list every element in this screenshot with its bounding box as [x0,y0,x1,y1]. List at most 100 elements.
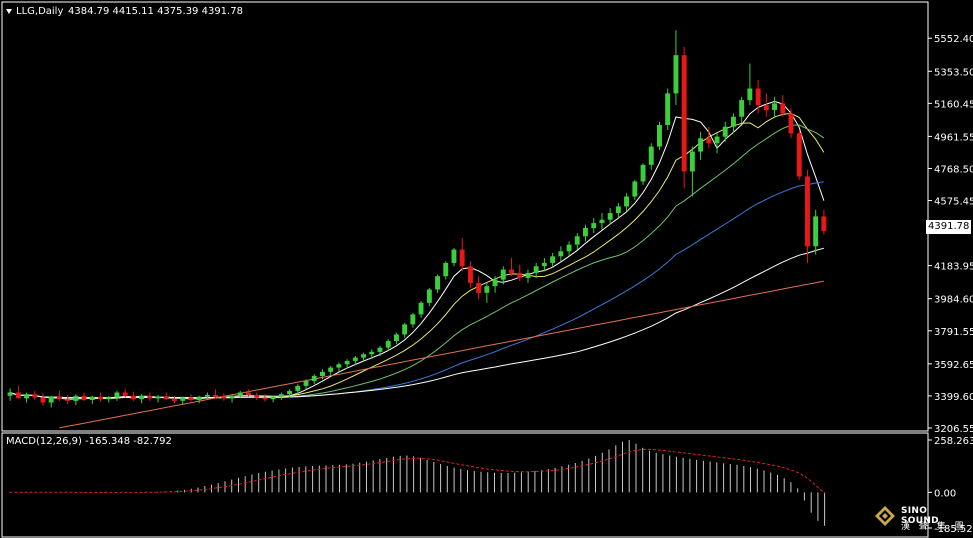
candle [657,121,662,150]
candle [48,395,54,408]
candle [147,392,153,401]
macd-panel-frame [1,432,929,538]
candle [385,339,391,351]
candle [278,392,284,401]
candle [722,121,728,142]
brand-name: SINO SOUND [901,506,939,526]
candle [714,133,720,154]
macd-signal-line [9,448,825,494]
macd-label: MACD(12,26,9) -165.348 -82.792 [6,436,172,447]
price-tick-label: 4768.50 [934,164,973,175]
candle [550,252,556,268]
candle [163,392,169,401]
candle [632,179,638,200]
price-tick-label: 3399.60 [934,392,973,403]
ohlc-readout: 4384.79 4415.11 4375.39 4391.78 [68,6,243,17]
macd-tick-label: 0.00 [934,488,956,499]
candle [237,390,243,399]
candle [796,130,802,180]
price-tick-label: 5552.40 [934,34,973,45]
candle [805,169,810,263]
candle [689,146,695,197]
symbol-label: LLG,Daily [16,6,63,17]
candle [213,389,218,399]
candle [607,208,613,225]
candle [130,391,136,401]
candle [706,126,712,149]
candle [747,63,753,106]
candle [229,394,235,403]
candle [509,257,514,277]
candle [57,390,62,401]
candle [106,395,112,403]
candle [402,322,408,338]
candle [788,108,794,139]
candle [517,264,523,282]
price-tick-label: 4183.95 [934,262,973,273]
price-tick-label: 3592.65 [934,360,973,371]
candle [624,193,629,212]
price-tick-label: 5160.45 [934,99,973,110]
candle [574,233,580,250]
ma-fast-line [9,100,825,400]
price-tick-label: 3206.55 [934,424,973,435]
candle [739,96,745,124]
candle [731,113,736,134]
ma-orange-line [59,280,824,429]
candle [558,246,564,262]
candle [254,392,260,401]
candle [270,395,276,403]
candle [139,394,145,404]
candle [328,365,334,376]
candle [40,393,46,406]
candle [287,389,292,398]
price-tick-label: 4961.55 [934,132,973,143]
candle [188,394,194,402]
candle [541,257,547,272]
candle [344,359,350,369]
candle [361,352,366,362]
price-tick-label: 3791.55 [934,327,973,338]
candle [320,369,325,380]
candle [336,362,342,372]
candle [81,392,87,401]
price-tick-label: 5353.50 [934,67,973,78]
ma-slow-white-line [9,247,825,399]
price-tick-label: 3984.60 [934,295,973,306]
candle [377,346,383,356]
candle [418,301,424,318]
candle [172,395,177,404]
candle [311,374,317,385]
macd-histogram [8,440,826,526]
candle [459,238,465,272]
symbol-dropdown-icon[interactable] [6,9,12,14]
price-axis: 5552.40 5353.50 5160.45 4961.55 4768.50 4575.… [928,34,973,435]
macd-tick-label: 258.263 [934,436,973,447]
candle [155,395,161,403]
candle [262,394,268,402]
candle [65,395,71,405]
candle [813,209,819,255]
candle [410,312,416,328]
candle [698,131,703,160]
candle [451,247,457,267]
brand-logo: SINO SOUND 漢 聲 集 團 [873,504,967,534]
candle [780,95,786,117]
candlesticks [7,30,827,408]
candle [24,392,29,403]
candle [180,396,186,405]
candle [303,379,309,390]
candle [476,276,482,300]
macd-tick-label: -185.52 [934,524,973,535]
candle [648,143,654,170]
candle [615,203,621,219]
candle [426,287,432,307]
price-tick-label: 4575.45 [934,197,973,208]
candle [443,261,449,280]
candle [500,266,506,285]
diamond-logo-icon [875,506,895,526]
candle [755,80,761,114]
macd-axis: 258.263 0.00 -185.52 [928,436,973,535]
brand-name-cn: 漢 聲 集 團 [901,522,967,532]
